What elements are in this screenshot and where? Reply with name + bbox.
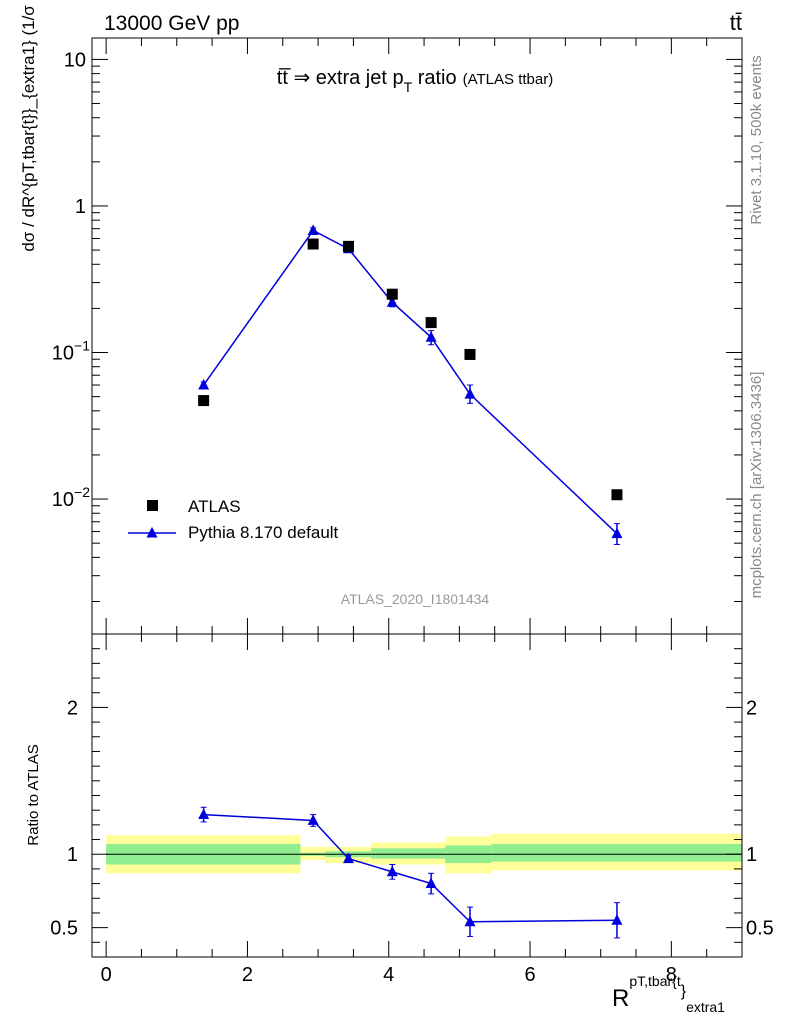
- ratio-y-tick-label-left: 0.5: [50, 918, 78, 940]
- legend-atlas-marker: [147, 500, 158, 511]
- main-panel: tt̅ ⇒ extra jet pT ratio (ATLAS ttbar) AT…: [19, 0, 743, 635]
- x-axis-label-main: R: [612, 985, 629, 1012]
- x-axis-label-sup-close: }: [681, 983, 687, 1000]
- ratio-pythia-point: [425, 877, 437, 889]
- ratio-pythia-point: [611, 914, 623, 925]
- main-y-tick-labels: 10 1 10−1 10−2: [52, 49, 90, 511]
- main-y-axis-label: dσ / dR^{pT,tbar{t}}_{extra1} (1/σ dσ/dR…: [19, 0, 38, 252]
- pythia-point: [425, 331, 437, 342]
- x-tick-label: 0: [101, 964, 112, 986]
- mcplots-label: mcplots.cern.ch [arXiv:1306.3436]: [748, 372, 765, 599]
- ratio-axes: [91, 633, 743, 958]
- x-tick-label: 6: [524, 964, 535, 986]
- pythia-point: [198, 378, 210, 390]
- main-data-layer: [198, 224, 623, 545]
- plot-title-main: tt̅ ⇒ extra jet p: [277, 67, 404, 89]
- stat-uncertainty-band: [371, 848, 446, 859]
- plot-title-tail: ratio: [412, 67, 456, 89]
- main-y-tick-label: 10−1: [52, 338, 90, 365]
- ratio-y-tick-label-left: 2: [67, 697, 78, 719]
- legend-pythia-marker: [146, 526, 158, 538]
- ratio-pythia-point: [307, 814, 319, 825]
- ratio-y-tick-label-right: 1: [746, 844, 757, 866]
- x-tick-label: 2: [242, 964, 253, 986]
- process-label: tt̄: [730, 10, 742, 35]
- atlas-point: [307, 238, 319, 250]
- ratio-y-tick-label-right: 0.5: [746, 918, 774, 940]
- ratio-uncertainty-bands: [106, 833, 742, 874]
- ratio-frame: [91, 633, 743, 958]
- ratio-pythia-point: [342, 852, 354, 864]
- pythia-point: [386, 296, 398, 307]
- plot-title: tt̅ ⇒ extra jet pT ratio (ATLAS ttbar): [277, 67, 553, 95]
- ratio-tick-labels: 0.5 0.5 1 1 2 2 0 2 4 6 8: [50, 697, 774, 986]
- plot-title-sub: T: [404, 79, 413, 95]
- x-axis-label-sub: extra1: [686, 999, 725, 1015]
- ratio-data-layer: [198, 806, 623, 939]
- pythia-point: [464, 387, 476, 399]
- main-y-tick-label: 1: [75, 196, 86, 218]
- ratio-pythia-point: [198, 808, 210, 820]
- atlas-point: [386, 288, 398, 300]
- atlas-point: [464, 348, 476, 360]
- main-y-tick-label: 10−2: [52, 484, 90, 511]
- analysis-watermark: ATLAS_2020_I1801434: [341, 591, 490, 607]
- main-y-tick-label: 10: [64, 49, 86, 71]
- ratio-pythia-point: [464, 915, 476, 927]
- ratio-y-tick-label-left: 1: [67, 844, 78, 866]
- x-axis-label: RpT,tbar{t}extra1: [612, 973, 725, 1015]
- atlas-point: [198, 395, 210, 407]
- legend: ATLAS Pythia 8.170 default: [128, 497, 339, 542]
- ratio-panel: 0.5 0.5 1 1 2 2 0 2 4 6 8 Ratio to ATLAS RpT,tbar{…: [25, 633, 774, 1015]
- pythia-point: [307, 224, 319, 235]
- main-axes: [91, 37, 743, 635]
- stat-uncertainty-band: [491, 843, 742, 862]
- atlas-point: [342, 240, 354, 252]
- pythia-line: [203, 229, 618, 535]
- x-axis-label-sup: pT,tbar{t: [629, 973, 680, 989]
- rivet-version-label: Rivet 3.1.10, 500k events: [748, 55, 765, 224]
- legend-atlas-label: ATLAS: [188, 497, 241, 516]
- legend-pythia-label: Pythia 8.170 default: [188, 523, 339, 542]
- ratio-y-tick-label-right: 2: [746, 697, 757, 719]
- atlas-point: [611, 489, 623, 501]
- x-tick-label: 8: [666, 964, 677, 986]
- x-tick-label: 4: [383, 964, 394, 986]
- beam-energy-label: 13000 GeV pp: [104, 12, 239, 35]
- atlas-point: [425, 317, 437, 329]
- pythia-point: [611, 527, 623, 539]
- ratio-y-axis-label: Ratio to ATLAS: [25, 744, 42, 845]
- plot-title-note: (ATLAS ttbar): [463, 71, 554, 88]
- main-frame: [91, 37, 743, 635]
- ratio-pythia-point: [386, 865, 398, 877]
